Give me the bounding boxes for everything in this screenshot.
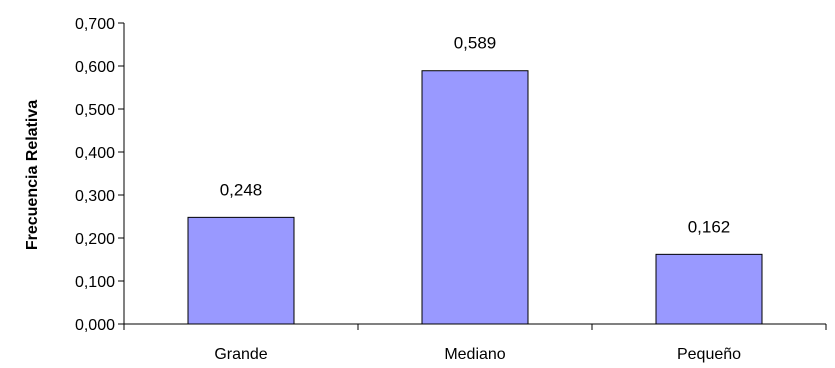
bars: [187, 70, 763, 325]
x-category-label: Mediano: [444, 346, 505, 363]
x-category-label: Grande: [214, 346, 267, 363]
data-label: 0,248: [220, 180, 263, 199]
bar: [655, 253, 763, 325]
x-category-label: Pequeño: [677, 346, 741, 363]
y-tick-label: 0,100: [75, 274, 115, 291]
y-tick-label: 0,600: [75, 59, 115, 76]
y-tick-label: 0,400: [75, 145, 115, 162]
bar: [187, 216, 295, 325]
data-labels: 0,248 0,589 0,162: [220, 34, 731, 237]
y-tick-label: 0,700: [75, 16, 115, 33]
y-tick-label: 0,000: [75, 317, 115, 334]
y-axis-ticks: 0,000 0,100 0,200 0,300 0,400 0,500 0,600 0,700: [75, 16, 124, 334]
y-tick-label: 0,500: [75, 102, 115, 119]
x-axis-categories: Grande Mediano Pequeño: [214, 346, 741, 363]
bar: [421, 70, 529, 325]
y-tick-label: 0,300: [75, 188, 115, 205]
data-label: 0,162: [688, 217, 731, 236]
axes: [123, 23, 827, 330]
y-tick-label: 0,200: [75, 231, 115, 248]
y-axis-title: Frecuencia Relativa: [24, 100, 41, 250]
data-label: 0,589: [454, 34, 497, 53]
